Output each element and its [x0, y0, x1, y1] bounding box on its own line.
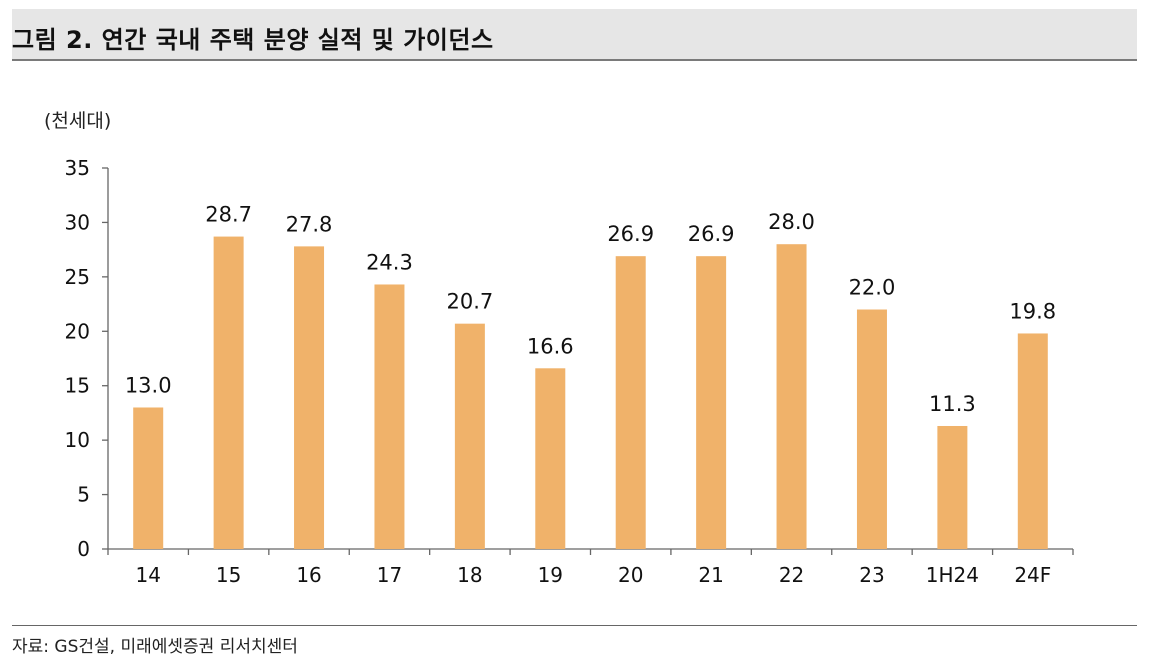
- y-tick-label: 10: [65, 428, 90, 452]
- value-label-18: 20.7: [446, 290, 493, 314]
- value-label-15: 28.7: [205, 203, 252, 227]
- bar-24F: [1017, 333, 1048, 549]
- category-label-22: 22: [779, 563, 804, 587]
- category-label-1H24: 1H24: [926, 563, 979, 587]
- y-tick-label: 15: [65, 374, 90, 398]
- value-label-14: 13.0: [125, 373, 172, 397]
- footer-divider: [12, 625, 1137, 626]
- bar-23: [856, 309, 887, 549]
- bar-22: [776, 244, 807, 549]
- value-label-21: 26.9: [688, 222, 735, 246]
- value-label-1H24: 11.3: [929, 392, 976, 416]
- chart-title: 그림 2. 연간 국내 주택 분양 실적 및 가이던스: [12, 26, 494, 54]
- bars: 13.0 28.7 27.8 24.3 20.7 16.6 26.9 26.9 28.0 22.0…: [125, 203, 1056, 549]
- y-tick-label: 0: [77, 537, 90, 561]
- value-label-16: 27.8: [286, 212, 333, 236]
- value-label-17: 24.3: [366, 250, 413, 274]
- value-label-24F: 19.8: [1009, 299, 1056, 323]
- category-label-20: 20: [618, 563, 643, 587]
- y-tick-label: 20: [65, 319, 90, 343]
- category-label-17: 17: [377, 563, 402, 587]
- y-axis: 0 5 10 15 20 25 30 35: [65, 156, 109, 561]
- category-label-18: 18: [457, 563, 482, 587]
- title-bar: 그림 2. 연간 국내 주택 분양 실적 및 가이던스: [12, 9, 1137, 61]
- bar-20: [615, 256, 646, 549]
- bar-21: [696, 256, 727, 549]
- source-note: 자료: GS건설, 미래에셋증권 리서치센터: [12, 637, 298, 657]
- bar-18: [454, 323, 485, 549]
- y-tick-label: 5: [77, 483, 90, 507]
- category-label-23: 23: [859, 563, 884, 587]
- category-label-16: 16: [296, 563, 321, 587]
- value-label-22: 28.0: [768, 210, 815, 234]
- category-label-14: 14: [135, 563, 160, 587]
- bar-14: [133, 407, 164, 549]
- bar-15: [213, 236, 244, 549]
- y-tick-label: 35: [65, 156, 90, 180]
- y-tick-label: 30: [65, 210, 90, 234]
- value-label-23: 22.0: [849, 276, 896, 300]
- bar-1H24: [937, 425, 968, 549]
- value-label-20: 26.9: [607, 222, 654, 246]
- y-unit-label: (천세대): [44, 110, 112, 132]
- value-label-19: 16.6: [527, 334, 574, 358]
- category-label-21: 21: [698, 563, 723, 587]
- bar-17: [374, 284, 405, 549]
- bar-16: [294, 246, 325, 549]
- y-tick-label: 25: [65, 265, 90, 289]
- bar-19: [535, 368, 566, 549]
- category-label-19: 19: [538, 563, 563, 587]
- category-label-15: 15: [216, 563, 241, 587]
- x-axis: 14 15 16 17 18 19 20 21 22 23 1H24 24F: [107, 548, 1074, 587]
- category-label-24F: 24F: [1014, 563, 1051, 587]
